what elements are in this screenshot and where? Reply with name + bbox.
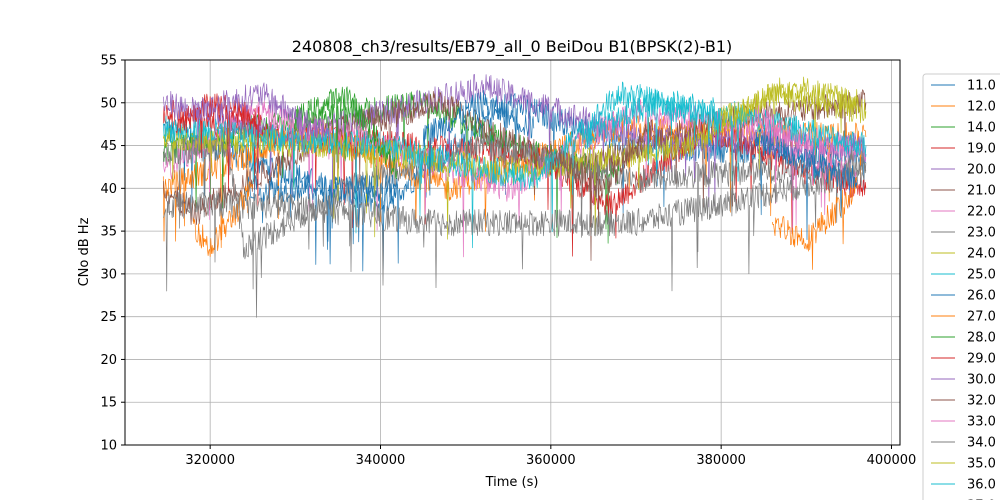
legend-label: 24.0: [967, 247, 996, 262]
series-line-21.0: [162, 89, 867, 228]
legend-label: 26.0: [967, 289, 996, 304]
y-tick-label: 20: [100, 353, 117, 368]
plot-frame: [124, 59, 901, 446]
legend-items: 11.0 12.0 14.0 19.0 20.0 21.0 22.0 23.0 24.0 25.0…: [931, 79, 996, 500]
x-axis-ticks: 320000 340000 360000 380000 400000: [185, 445, 916, 468]
y-axis-title: CNo dB Hz: [77, 217, 92, 286]
legend-label: 19.0: [967, 142, 996, 157]
series-line-32.0: [550, 119, 654, 261]
x-tick-label: 360000: [526, 453, 576, 468]
legend-frame: [922, 73, 1000, 500]
legend-label: 29.0: [967, 352, 996, 367]
y-tick-label: 25: [100, 310, 117, 325]
series-line-35.0: [720, 76, 858, 134]
legend-label: 28.0: [967, 331, 996, 346]
series-line-27.0: [771, 176, 858, 270]
series-line-34.0: [162, 161, 867, 292]
series-line-29.0: [175, 93, 262, 207]
series-line-36.0: [584, 89, 722, 174]
x-axis-title: Time (s): [485, 475, 539, 490]
y-tick-label: 30: [100, 267, 117, 282]
y-tick-label: 15: [100, 396, 117, 411]
y-axis-ticks: 10 15 20 25 30 35 40 45 50 55: [100, 54, 125, 454]
x-tick-label: 400000: [867, 453, 917, 468]
legend-label: 35.0: [967, 457, 996, 472]
legend-label: 37.0: [967, 499, 996, 500]
legend: 11.0 12.0 14.0 19.0 20.0 21.0 22.0 23.0 24.0 25.0…: [922, 73, 1000, 500]
series-line-23.0: [162, 132, 867, 318]
y-tick-label: 55: [100, 54, 117, 69]
legend-label: 32.0: [967, 394, 996, 409]
legend-label: 33.0: [967, 415, 996, 430]
series-line-28.0: [294, 86, 398, 180]
plot-lines: [162, 74, 867, 318]
legend-label: 12.0: [967, 100, 996, 115]
x-tick-label: 380000: [696, 453, 746, 468]
x-tick-label: 320000: [185, 453, 235, 468]
legend-label: 23.0: [967, 226, 996, 241]
x-tick-label: 340000: [356, 453, 406, 468]
series-line-22.0: [162, 97, 867, 258]
legend-label: 30.0: [967, 373, 996, 388]
series-line-25.0: [162, 81, 867, 249]
legend-label: 36.0: [967, 478, 996, 493]
legend-label: 34.0: [967, 436, 996, 451]
legend-label: 20.0: [967, 163, 996, 178]
chart-title: 240808_ch3/results/EB79_all_0 BeiDou B1(…: [292, 37, 733, 57]
y-tick-label: 40: [100, 182, 117, 197]
legend-label: 27.0: [967, 310, 996, 325]
series-line-26.0: [422, 90, 535, 196]
series-line-26.0: [243, 174, 398, 271]
legend-label: 11.0: [967, 79, 996, 94]
y-tick-label: 10: [100, 439, 117, 454]
series-line-30.0: [192, 82, 330, 153]
legend-label: 14.0: [967, 121, 996, 136]
series-line-27.0: [192, 181, 254, 257]
series-line-37.0: [754, 128, 858, 240]
y-tick-label: 45: [100, 139, 117, 154]
legend-label: 21.0: [967, 184, 996, 199]
legend-label: 25.0: [967, 268, 996, 283]
y-tick-label: 50: [100, 96, 117, 111]
series-line-24.0: [162, 83, 867, 240]
y-tick-label: 35: [100, 225, 117, 240]
legend-label: 22.0: [967, 205, 996, 220]
